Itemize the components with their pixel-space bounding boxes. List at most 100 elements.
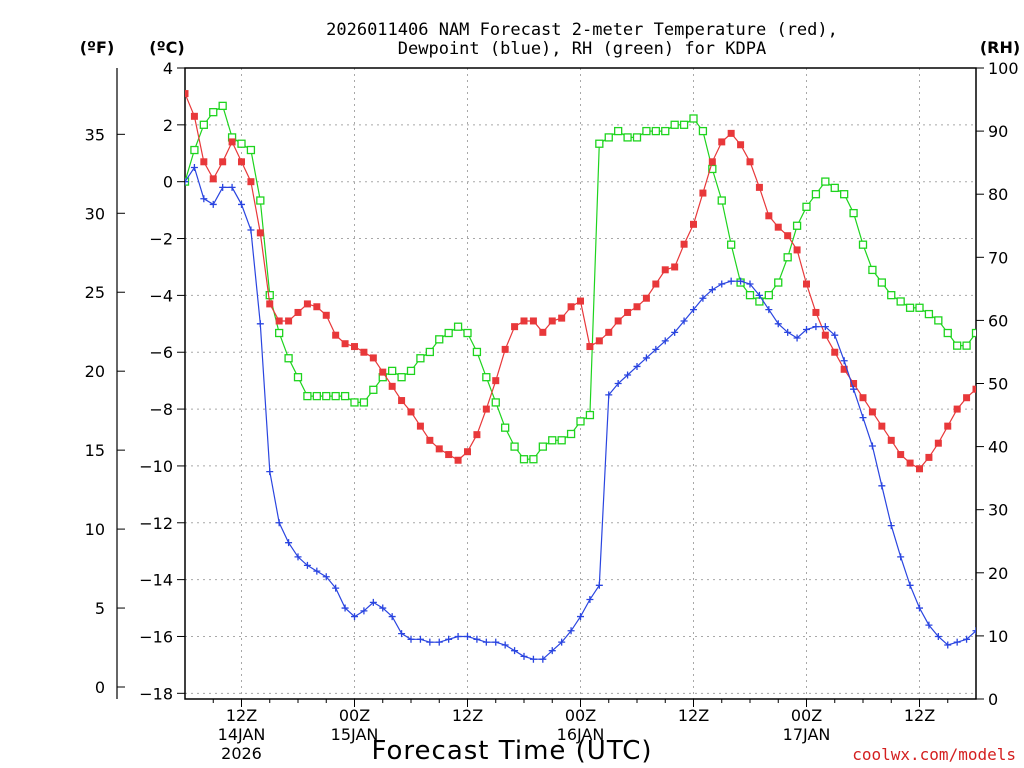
series-dewpoint xyxy=(185,163,976,663)
celsius-tick-label: −16 xyxy=(139,627,173,646)
temperature-point xyxy=(605,328,613,336)
temperature-point xyxy=(341,340,349,348)
dewpoint-point xyxy=(219,183,227,191)
dewpoint-point xyxy=(416,635,424,643)
dewpoint-point xyxy=(501,641,509,649)
rh-point xyxy=(962,341,971,350)
temperature-point xyxy=(661,266,669,274)
rh-tick-label: 10 xyxy=(988,627,1008,646)
dewpoint-point xyxy=(435,638,443,646)
dewpoint-point xyxy=(699,294,707,302)
temperature-point xyxy=(379,368,387,376)
temperature-point xyxy=(925,453,933,461)
dewpoint-point xyxy=(313,567,321,575)
dewpoint-point xyxy=(633,362,641,370)
temperature-point xyxy=(351,343,358,351)
temperature-point xyxy=(426,436,434,444)
dewpoint-point xyxy=(529,655,537,663)
dewpoint-point xyxy=(963,635,971,643)
dewpoint-point xyxy=(369,598,377,606)
temperature-point xyxy=(868,408,876,416)
dewpoint-point xyxy=(652,345,660,353)
dewpoint-point xyxy=(209,200,217,208)
temperature-point xyxy=(209,175,217,183)
rh-point xyxy=(802,202,811,211)
x-axis-title: Forecast Time (UTC) xyxy=(371,736,652,766)
chart-title-line-1: 2026011406 NAM Forecast 2-meter Temperat… xyxy=(326,20,838,40)
series-temperature xyxy=(185,90,976,473)
rh-tick-label: 50 xyxy=(988,375,1008,394)
dewpoint-point xyxy=(256,320,264,328)
temperature-point xyxy=(266,300,274,308)
dewpoint-point xyxy=(906,581,914,589)
temperature-point xyxy=(303,300,311,308)
rh-point xyxy=(595,139,604,148)
rh-point xyxy=(435,335,444,344)
dewpoint-point xyxy=(200,195,208,203)
time-tick-label: 00Z xyxy=(565,706,596,725)
rh-point xyxy=(849,208,858,218)
dewpoint-point xyxy=(351,613,358,621)
dewpoint-point xyxy=(577,613,584,621)
rh-point xyxy=(566,429,576,439)
dewpoint-point xyxy=(859,414,867,422)
rh-point xyxy=(971,328,976,338)
rh-point xyxy=(830,183,839,193)
celsius-tick-label: 2 xyxy=(163,116,173,135)
temperature-point xyxy=(454,456,462,464)
celsius-tick-label: −14 xyxy=(139,571,173,590)
temperature-point xyxy=(727,129,735,137)
time-tick-label: 2026 xyxy=(221,744,262,763)
dewpoint-point xyxy=(247,226,255,234)
rh-point xyxy=(501,423,510,432)
rh-point xyxy=(529,455,538,464)
rh-point xyxy=(679,120,689,129)
rh-point xyxy=(303,391,312,401)
fahrenheit-tick-label: 25 xyxy=(85,283,105,302)
dewpoint-point xyxy=(464,632,471,640)
celsius-tick-label: 0 xyxy=(163,173,173,192)
dewpoint-point xyxy=(850,385,858,393)
temperature-point xyxy=(285,317,293,325)
dewpoint-point xyxy=(897,553,905,561)
celsius-tick-label: 4 xyxy=(163,59,173,78)
temperature-point xyxy=(850,380,858,387)
rh-tick-label: 70 xyxy=(988,248,1008,267)
temperature-point xyxy=(577,297,584,305)
rh-point xyxy=(623,133,632,142)
temperature-point xyxy=(586,343,594,351)
temperature-point xyxy=(878,422,886,430)
rh-point xyxy=(727,240,736,249)
time-tick-label: 15JAN xyxy=(331,725,379,744)
temperature-point xyxy=(294,308,302,316)
temperature-point xyxy=(633,303,641,311)
dewpoint-point xyxy=(379,604,387,612)
temperature-point xyxy=(558,314,566,322)
temperature-point xyxy=(398,397,406,405)
rh-point xyxy=(463,328,472,338)
temperature-point xyxy=(407,408,415,416)
temperature-point xyxy=(642,294,650,302)
rh-tick-label: 60 xyxy=(988,311,1008,330)
rh-point xyxy=(953,341,962,350)
rh-point xyxy=(670,120,679,129)
temperature-point xyxy=(548,317,556,325)
temperature-point xyxy=(539,328,547,336)
dewpoint-point xyxy=(426,638,434,646)
dewpoint-point xyxy=(238,200,245,208)
rh-point xyxy=(218,101,227,111)
rh-point xyxy=(350,398,359,407)
rh-point xyxy=(519,455,529,464)
fahrenheit-tick-label: 15 xyxy=(85,441,105,460)
fahrenheit-tick-label: 0 xyxy=(95,678,105,697)
temperature-point xyxy=(228,138,236,146)
rh-point xyxy=(453,322,463,331)
temperature-point xyxy=(388,382,396,390)
credit-text: coolwx.com/models xyxy=(852,745,1016,764)
rh-point xyxy=(237,139,246,148)
temperature-point xyxy=(567,303,575,311)
dewpoint-point xyxy=(332,584,340,592)
dewpoint-point xyxy=(614,380,622,387)
temperature-point xyxy=(953,405,961,413)
